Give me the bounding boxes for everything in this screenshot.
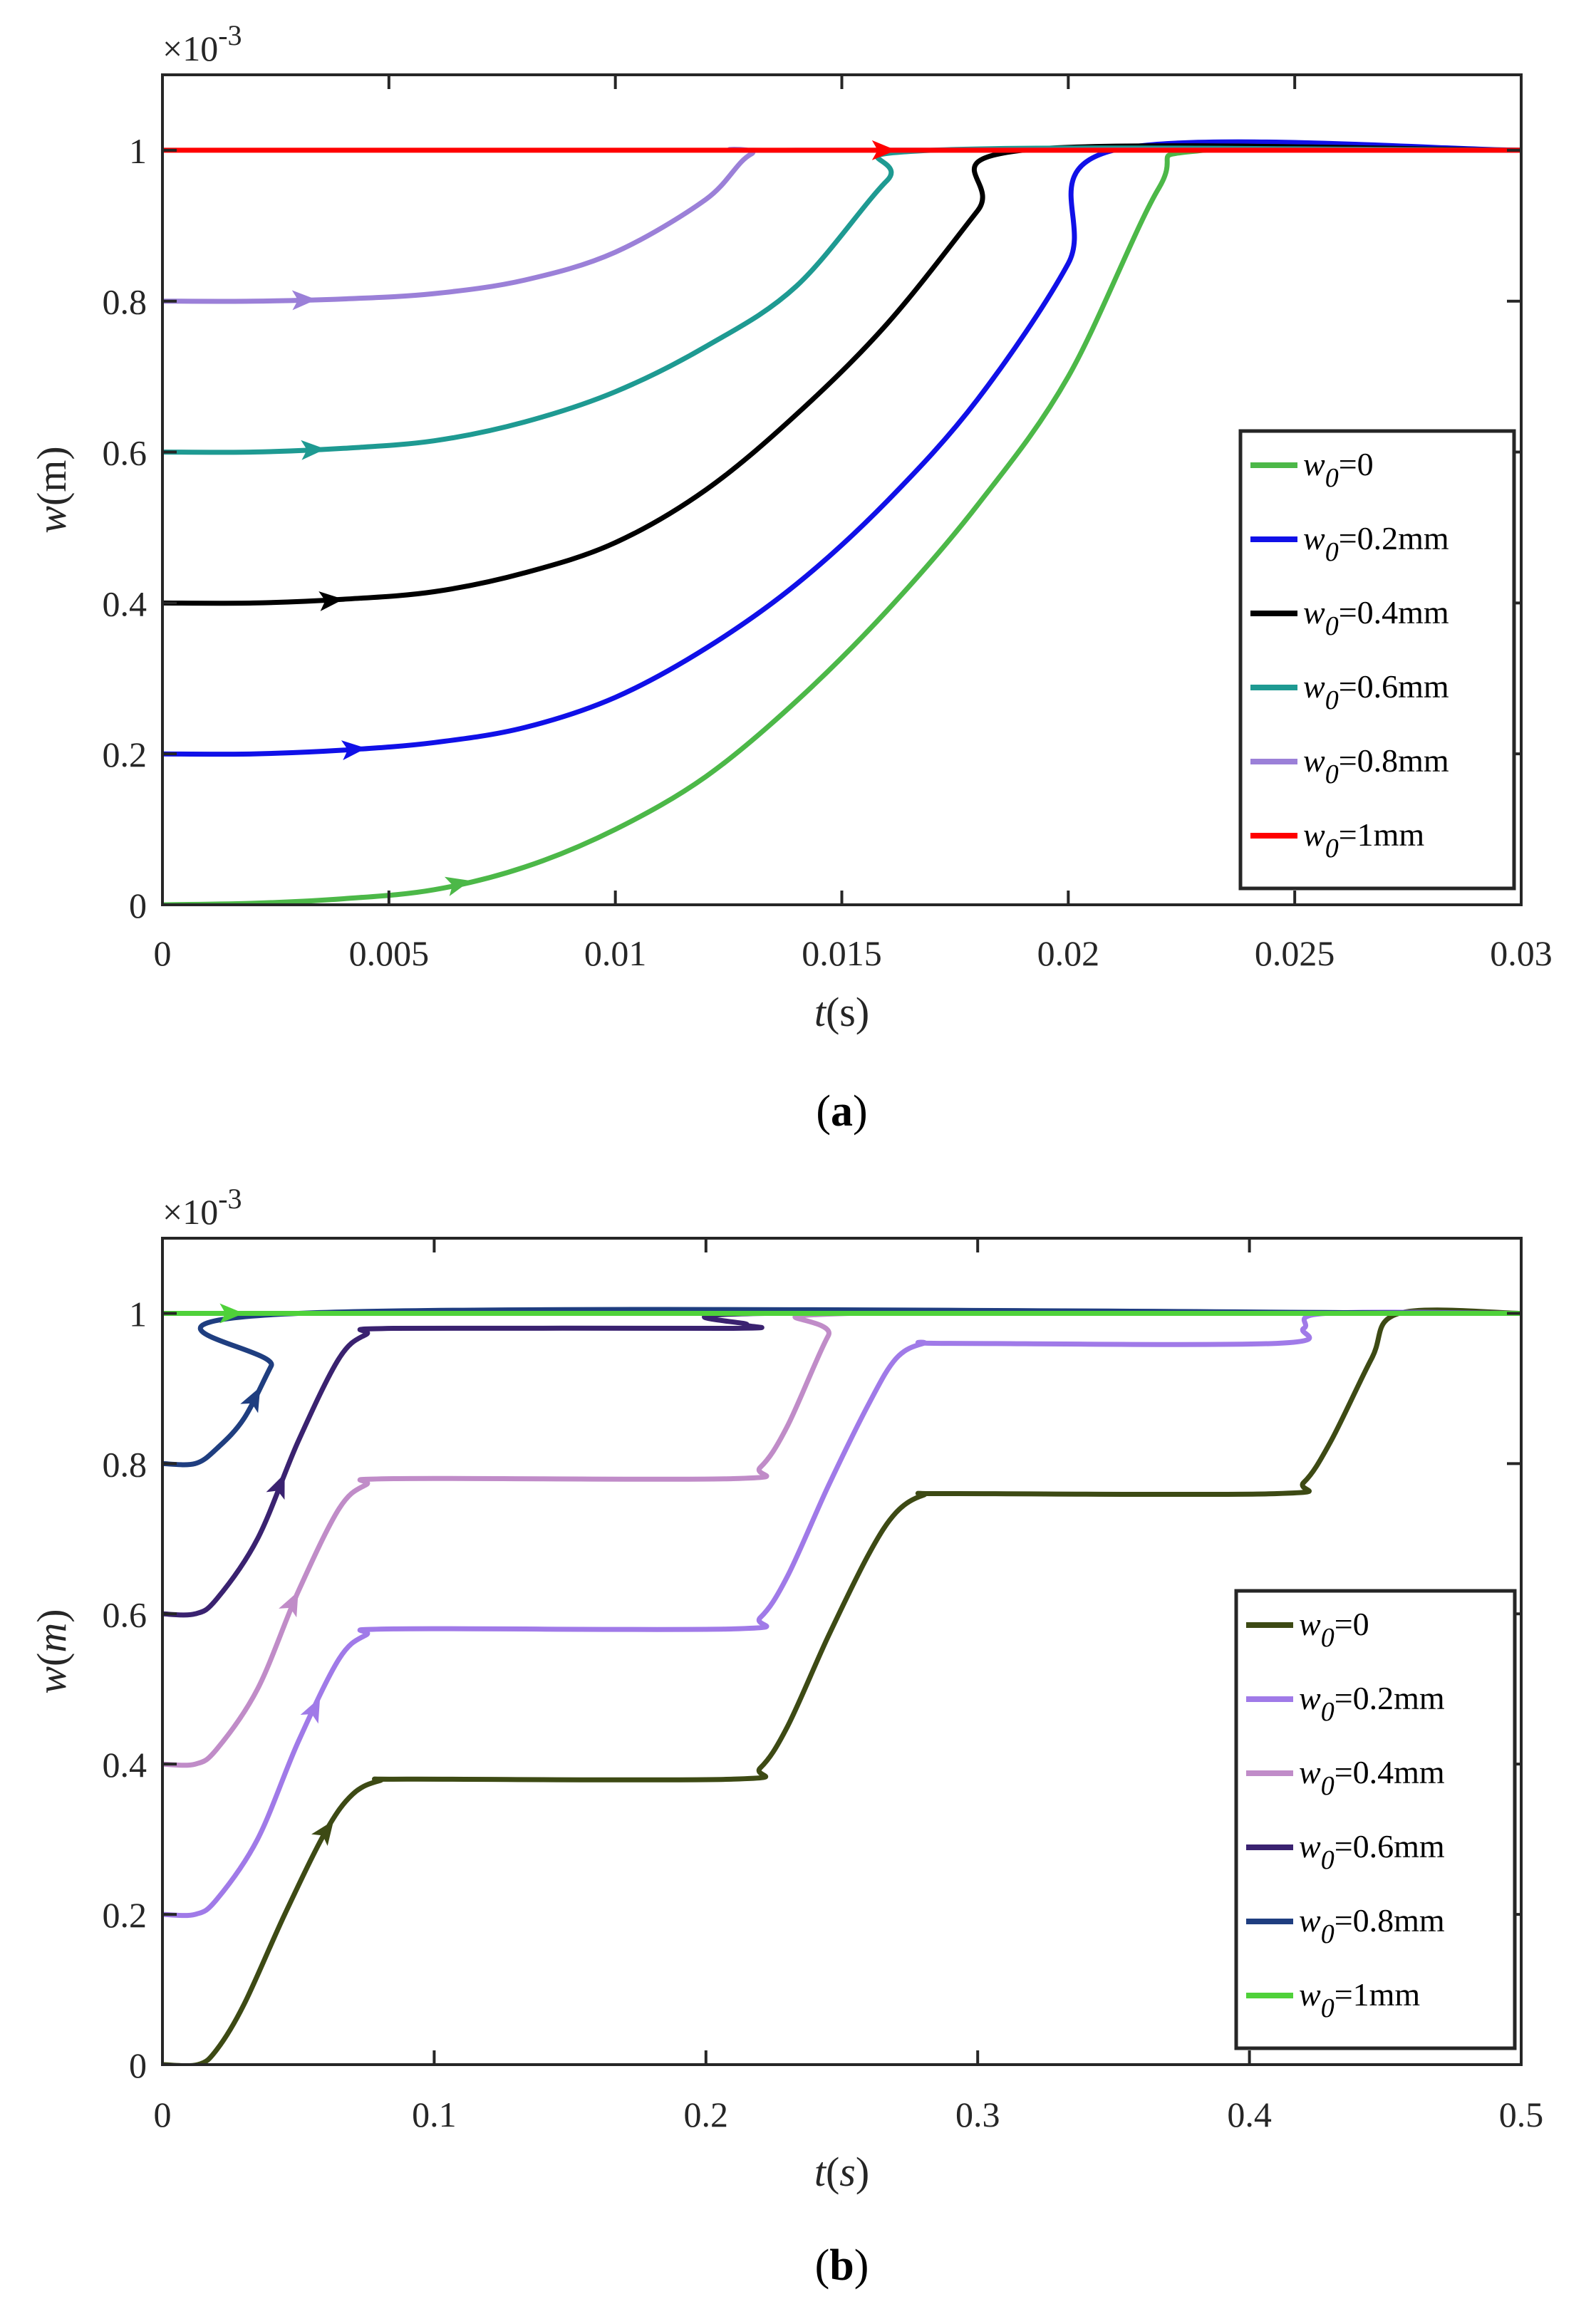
y-tick-label: 0.2 — [103, 1895, 147, 1935]
y-axis-label: w(m) — [28, 446, 75, 533]
panel-a: 0 0.005 0.01 0.015 0.02 0.025 0.03 0 0.2 0.4 0.6 0.… — [28, 19, 1553, 1136]
series-line-w0=0.8mm — [162, 1307, 1521, 1468]
x-axis-label: t(s) — [814, 989, 869, 1035]
legend-label-w0=0.8mm: w0=0.8mm — [1303, 742, 1449, 789]
series-group — [162, 1307, 1521, 2065]
direction-arrow-w0=0 — [311, 1820, 334, 1847]
direction-arrow-w0=0.8mm — [240, 1386, 261, 1413]
legend-label-w0=1mm: w0=1mm — [1299, 1976, 1420, 2023]
direction-arrow-w0=0.2mm — [341, 740, 366, 760]
legend: w0=0 w0=0.2mm w0=0.4mm w0=0.6mm w0=0.8mm w0=1… — [1234, 1589, 1517, 2050]
legend-label-w0=0: w0=0 — [1299, 1606, 1369, 1653]
y-tick-label: 0.6 — [103, 1594, 147, 1634]
direction-arrow-w0=0.8mm — [291, 290, 317, 311]
y-tick-label: 0.8 — [103, 282, 147, 322]
direction-arrow-w0=1mm — [219, 1303, 244, 1324]
direction-arrow-w0=0 — [444, 876, 471, 896]
y-tick-label: 0.6 — [103, 433, 147, 473]
x-tick-label: 0.2 — [684, 2095, 729, 2134]
series-line-w0=0.2mm — [162, 139, 1521, 757]
direction-arrow-w0=0.6mm — [301, 440, 326, 460]
series-line-w0=0.8mm — [162, 147, 1521, 304]
series-line-w0=0 — [162, 1307, 1521, 2065]
legend-label-w0=0.8mm: w0=0.8mm — [1299, 1902, 1445, 1949]
y-tick-label: 0.8 — [103, 1444, 147, 1484]
x-tick-label: 0 — [154, 933, 172, 973]
series-group — [162, 139, 1521, 905]
x-tick-label: 0.02 — [1037, 933, 1100, 973]
legend-label-w0=1mm: w0=1mm — [1303, 816, 1424, 863]
x-axis-label: t(s) — [814, 2149, 869, 2195]
x-tick-label: 0.4 — [1227, 2095, 1272, 2134]
series-line-w0=0.2mm — [162, 1309, 1521, 1919]
panel-caption: (b) — [815, 2241, 869, 2290]
x-tick-label: 0.025 — [1255, 933, 1335, 973]
direction-arrow-w0=0.4mm — [279, 1591, 299, 1618]
y-tick-label: 1 — [129, 131, 147, 171]
legend-label-w0=0.6mm: w0=0.6mm — [1303, 668, 1449, 715]
legend-box — [1234, 1589, 1517, 2050]
legend-label-w0=0.6mm: w0=0.6mm — [1299, 1828, 1445, 1875]
x-tick-label: 0.03 — [1490, 933, 1553, 973]
x-tick-label: 0.3 — [955, 2095, 1000, 2134]
x-tick-label: 0.01 — [584, 933, 647, 973]
y-tick-label: 0.2 — [103, 735, 147, 774]
y-tick-label: 0 — [129, 886, 147, 925]
legend-label-w0=0.2mm: w0=0.2mm — [1299, 1680, 1445, 1727]
x-tick-label: 0.5 — [1499, 2095, 1544, 2134]
y-exponent-label: ×10-3 — [162, 19, 242, 68]
y-tick-label: 1 — [129, 1294, 147, 1334]
x-tick-label: 0.1 — [412, 2095, 457, 2134]
x-tick-label: 0.005 — [349, 933, 430, 973]
y-exponent-label: ×10-3 — [162, 1183, 242, 1232]
y-tick-label: 0.4 — [103, 583, 147, 623]
x-tick-label: 0 — [154, 2095, 172, 2134]
x-tick-label: 0.015 — [802, 933, 882, 973]
y-tick-label: 0.4 — [103, 1745, 147, 1785]
direction-arrow-w0=0.2mm — [300, 1697, 321, 1724]
direction-arrow-w0=0.4mm — [318, 591, 344, 611]
legend-label-w0=0.4mm: w0=0.4mm — [1299, 1754, 1445, 1801]
direction-arrow-w0=1mm — [871, 140, 896, 160]
legend-label-w0=0: w0=0 — [1303, 446, 1374, 493]
direction-arrow-w0=0.6mm — [266, 1473, 285, 1500]
legend-box — [1238, 429, 1516, 891]
y-tick-label: 0 — [129, 2045, 147, 2085]
y-axis-label: w(m) — [28, 1609, 75, 1693]
legend: w0=0 w0=0.2mm w0=0.4mm w0=0.6mm w0=0.8mm w0=1… — [1238, 429, 1516, 891]
legend-label-w0=0.2mm: w0=0.2mm — [1303, 520, 1449, 567]
axes-box — [161, 1237, 1523, 2066]
panel-b: 0 0.1 0.2 0.3 0.4 0.5 0 0.2 0.4 0.6 0.8 1 ×10-3 t(s) w… — [28, 1183, 1543, 2290]
panel-caption: (a) — [816, 1087, 867, 1136]
legend-label-w0=0.4mm: w0=0.4mm — [1303, 594, 1449, 641]
